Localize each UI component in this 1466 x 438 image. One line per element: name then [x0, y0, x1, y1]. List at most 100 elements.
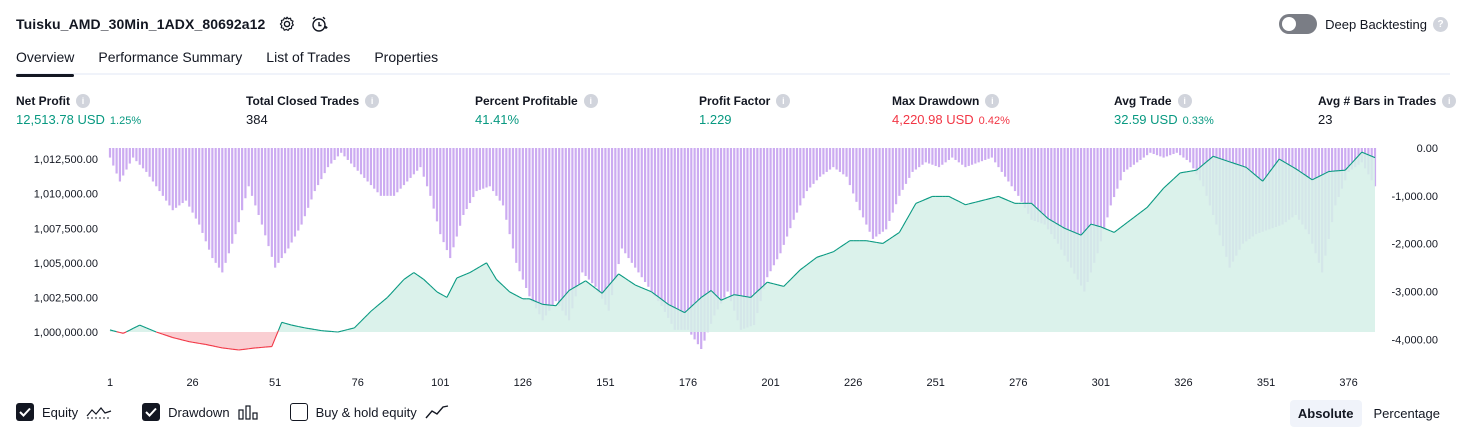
equity-line-segment	[281, 321, 286, 324]
drawdown-bar	[1017, 148, 1020, 196]
equity-line-segment	[1004, 198, 1009, 202]
drawdown-bar	[346, 148, 349, 160]
equity-line-segment	[377, 302, 382, 307]
equity-line-segment	[1143, 207, 1148, 211]
equity-checkbox[interactable]	[16, 403, 34, 421]
equity-line-segment	[641, 287, 646, 290]
drawdown-bar	[779, 148, 782, 254]
tab-overview[interactable]: Overview	[16, 46, 75, 77]
drawdown-bar	[1185, 148, 1188, 160]
legend-equity[interactable]: Equity	[16, 403, 112, 421]
info-icon[interactable]: i	[76, 94, 90, 108]
equity-line-segment	[1083, 227, 1089, 232]
drawdown-bar	[1122, 148, 1126, 172]
drawdown-bar	[171, 148, 174, 211]
equity-line-segment	[344, 328, 348, 331]
tab-performance-summary[interactable]: Performance Summary	[98, 49, 243, 65]
equity-line-segment	[1206, 158, 1211, 163]
equity-line-segment	[473, 268, 477, 272]
drawdown-bar	[852, 148, 855, 194]
equity-line-segment	[995, 195, 999, 198]
equity-line-segment	[898, 226, 904, 233]
drawdown-bar	[970, 148, 974, 165]
info-icon[interactable]: i	[1442, 94, 1457, 108]
tab-list-of-trades[interactable]: List of Trades	[266, 49, 351, 65]
drawdown-bar	[819, 148, 822, 177]
drawdown-bar	[875, 148, 878, 237]
equity-line-segment	[370, 308, 375, 312]
equity-line-segment	[572, 286, 576, 290]
equity-line-segment	[1216, 156, 1220, 160]
equity-line-segment	[165, 334, 170, 337]
equity-line-segment	[975, 200, 979, 203]
percentage-button[interactable]: Percentage	[1373, 406, 1441, 421]
equity-line-segment	[1166, 181, 1171, 186]
drawdown-bar	[716, 148, 719, 310]
drawdown-bar	[297, 148, 300, 231]
equity-line-segment	[1325, 171, 1330, 174]
equity-line-segment	[1226, 160, 1230, 163]
legend-buy-hold[interactable]: Buy & hold equity	[289, 403, 449, 421]
info-icon[interactable]: i	[583, 94, 598, 108]
equity-line-segment	[430, 285, 435, 290]
drawdown-bar	[204, 148, 207, 242]
info-icon[interactable]: i	[985, 94, 1000, 108]
equity-line-segment	[1361, 151, 1366, 155]
drawdown-bar	[283, 148, 287, 254]
info-icon[interactable]: i	[365, 94, 380, 108]
drawdown-bar	[1142, 148, 1145, 158]
x-axis-tick-label: 201	[761, 377, 779, 389]
drawdown-bar	[868, 148, 871, 232]
info-icon[interactable]: i	[1177, 94, 1192, 108]
drawdown-bar	[323, 148, 326, 174]
absolute-button[interactable]: Absolute	[1289, 400, 1362, 427]
equity-line-segment	[961, 202, 966, 206]
drawdown-bar	[488, 148, 491, 187]
equity-line-segment	[724, 296, 728, 300]
drawdown-bar	[607, 148, 610, 311]
drawdown-bar	[815, 148, 818, 181]
drawdown-bar	[244, 148, 247, 199]
equity-line-segment	[1107, 229, 1111, 232]
drawdown-bar	[743, 148, 746, 329]
drawdown-bar	[660, 148, 663, 306]
equity-line-segment	[879, 242, 883, 245]
drawdown-bar	[402, 148, 406, 186]
add-alert-icon[interactable]	[309, 14, 329, 34]
buy-hold-checkbox[interactable]	[289, 403, 308, 421]
drawdown-bar	[217, 148, 221, 268]
equity-line-segment	[1312, 177, 1316, 181]
equity-line-segment	[416, 274, 421, 278]
drawdown-bar	[878, 148, 881, 235]
equity-line-segment	[1100, 226, 1105, 229]
drawdown-bar	[472, 148, 475, 198]
equity-line-segment	[1149, 199, 1155, 204]
metric-max-drawdown: Max Drawdown i 4,220.98 USD 0.42%	[892, 94, 1010, 127]
equity-line-segment	[555, 301, 560, 307]
legend-drawdown[interactable]: Drawdown	[142, 403, 259, 421]
drawdown-bar	[369, 148, 373, 186]
equity-line-segment	[192, 341, 196, 344]
equity-line-segment	[1067, 229, 1072, 232]
drawdown-bar	[921, 148, 924, 165]
drawdown-bar	[690, 148, 693, 335]
settings-icon[interactable]	[277, 14, 297, 34]
drawdown-bar	[452, 148, 455, 248]
tab-properties[interactable]: Properties	[374, 49, 439, 65]
drawdown-bar	[1195, 148, 1198, 175]
equity-line-segment	[387, 293, 392, 298]
drawdown-bar	[425, 148, 429, 187]
equity-line-segment	[1153, 195, 1158, 201]
drawdown-bar	[1033, 148, 1036, 221]
equity-line-segment	[908, 208, 914, 216]
drawdown-checkbox[interactable]	[142, 403, 161, 421]
deep-backtesting-toggle[interactable]	[1279, 14, 1318, 34]
drawdown-bar	[904, 148, 908, 184]
equity-drawdown-chart[interactable]: 1,012,500.00 1,010,000.00 1,007,500.00 1,00…	[0, 140, 1466, 390]
drawdown-bar	[541, 148, 544, 321]
info-icon[interactable]: i	[776, 94, 791, 108]
help-icon[interactable]: ?	[1433, 16, 1448, 32]
drawdown-bar	[558, 148, 561, 306]
equity-line-segment	[1351, 158, 1356, 164]
equity-line-segment	[126, 329, 131, 333]
